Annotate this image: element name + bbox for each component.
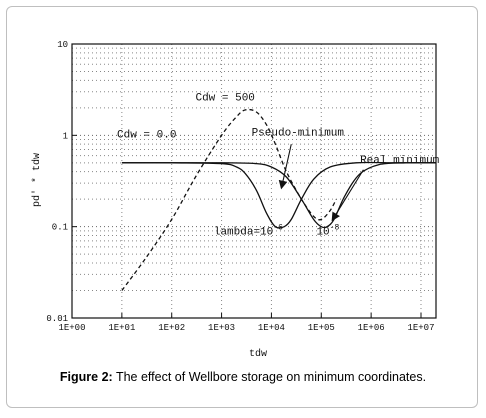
y-axis-title: pd' * tdw — [31, 153, 43, 207]
x-tick-label: 1E+02 — [158, 323, 185, 333]
annotation-label: lambda=10-6 — [214, 224, 283, 239]
series-line-solid — [121, 162, 436, 229]
x-tick-label: 1E+01 — [108, 323, 135, 333]
x-tick-label: 1E+00 — [58, 323, 85, 333]
x-axis-title: tdw — [249, 348, 267, 360]
x-tick-label: 1E+03 — [208, 323, 235, 333]
annotation-label: Cdw = 0.0 — [117, 129, 176, 141]
y-tick-label: 0.01 — [46, 314, 68, 324]
x-tick-label: 1E+04 — [258, 323, 285, 333]
caption-text: The effect of Wellbore storage on minimu… — [112, 370, 427, 384]
y-tick-label: 1 — [63, 131, 68, 141]
figure-caption: Figure 2: The effect of Wellbore storage… — [0, 370, 486, 384]
annotation-arrow — [278, 144, 292, 190]
y-tick-label: 10 — [57, 40, 68, 50]
annotation-arrow — [331, 169, 364, 222]
x-tick-label: 1E+07 — [407, 323, 434, 333]
annotation-label: Cdw = 500 — [195, 93, 254, 105]
series-line-solid — [121, 161, 436, 229]
series-line-dashed — [121, 108, 337, 291]
caption-label: Figure 2: — [59, 370, 113, 384]
annotation-label: Real minimum — [360, 155, 440, 167]
annotation-label: 10-8 — [316, 224, 339, 239]
figure-frame — [6, 6, 478, 408]
plot-border — [71, 43, 437, 319]
x-tick-label: 1E+06 — [358, 323, 385, 333]
x-tick-label: 1E+05 — [308, 323, 335, 333]
annotation-label: Pseudo-minimum — [252, 127, 345, 139]
y-tick-label: 0.1 — [52, 223, 68, 233]
